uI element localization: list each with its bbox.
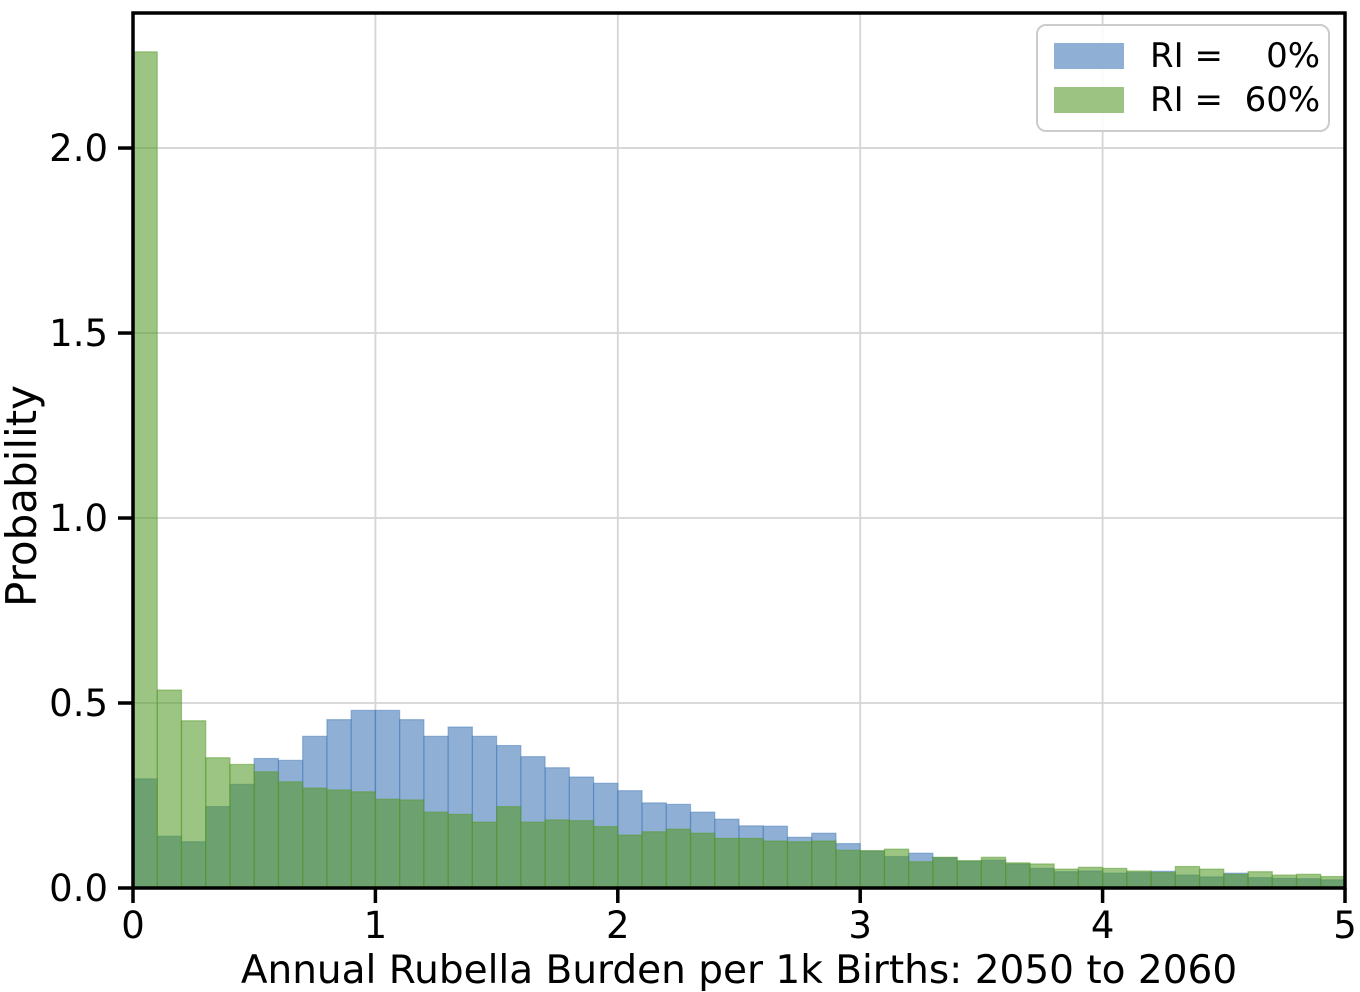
axes: 0 1 2 3 4 5 0.0 0.5 1.0 1.5 2.0 <box>49 11 1357 947</box>
histogram-bar <box>374 798 401 889</box>
histogram-bar <box>956 860 982 889</box>
x-tick-label: 5 <box>1333 904 1357 947</box>
histogram-bar <box>1126 870 1152 889</box>
histogram-bar <box>180 720 207 889</box>
x-tick-label: 1 <box>364 904 388 947</box>
histogram-bar <box>205 757 231 889</box>
histogram-bar <box>1223 873 1249 889</box>
histogram-bars <box>132 51 1346 889</box>
histogram-bar <box>399 799 425 889</box>
histogram-bar <box>1271 874 1298 889</box>
histogram-bar <box>689 832 716 889</box>
histogram-bar <box>835 849 861 889</box>
legend-label-ri60: RI = 60% <box>1150 79 1321 120</box>
histogram-bar <box>762 840 789 889</box>
histogram-bar <box>592 825 619 889</box>
histogram-bar <box>520 821 546 889</box>
histogram-bar <box>423 811 449 889</box>
histogram-bar <box>496 806 522 889</box>
histogram-bar <box>811 840 837 889</box>
histogram-bar <box>883 848 910 889</box>
plot-border <box>131 11 1347 890</box>
histogram-bar <box>1101 867 1128 889</box>
legend-entry-ri60: RI = 60% <box>1054 83 1328 117</box>
x-tick-label: 0 <box>121 904 145 947</box>
histogram-bar <box>156 689 183 889</box>
legend-swatch-ri60-icon <box>1054 86 1124 113</box>
histogram-bar <box>326 789 352 889</box>
histogram-bar <box>253 771 280 889</box>
y-axis-title: Probability <box>0 385 46 607</box>
legend-entry-ri0: RI = 0% <box>1054 39 1328 73</box>
histogram-bar <box>1174 865 1201 889</box>
y-tick-label: 2.0 <box>49 127 108 170</box>
histogram-bar <box>1005 862 1031 889</box>
legend-label-ri0: RI = 0% <box>1150 36 1321 77</box>
histogram-bar <box>1198 868 1225 889</box>
histogram-bar <box>1295 873 1322 889</box>
histogram-bar <box>1029 863 1055 889</box>
histogram-bar <box>859 850 886 889</box>
y-tick-label: 1.0 <box>49 497 108 540</box>
histogram-bar <box>665 828 692 889</box>
x-tick-label: 2 <box>606 904 630 947</box>
x-axis-title: Annual Rubella Burden per 1k Births: 205… <box>241 948 1237 992</box>
histogram-bar <box>132 51 158 889</box>
histogram-bar <box>302 787 328 889</box>
x-tick-label: 3 <box>848 904 872 947</box>
histogram-bar <box>1077 866 1104 889</box>
histogram-bar <box>447 813 473 889</box>
y-tick-label: 0.5 <box>49 682 108 725</box>
y-tick-label: 1.5 <box>49 312 108 355</box>
histogram-bar <box>641 831 667 889</box>
series-ri-60- <box>132 51 1346 889</box>
histogram-bar <box>1247 871 1273 889</box>
y-tick-label: 0.0 <box>49 867 108 910</box>
histogram-bar <box>980 856 1007 889</box>
histogram-bar <box>786 841 813 889</box>
histogram-bar <box>544 819 570 889</box>
legend: RI = 0% RI = 60% <box>1036 24 1330 132</box>
histogram-bar <box>568 820 595 889</box>
histogram-bar <box>932 856 958 889</box>
histogram-bar <box>229 763 255 889</box>
histogram-bar <box>738 837 764 889</box>
x-tick-label: 4 <box>1091 904 1115 947</box>
histogram-bar <box>1150 871 1176 889</box>
histogram-bar <box>350 791 377 889</box>
histogram-bar <box>1053 868 1079 889</box>
histogram-bar <box>471 821 498 889</box>
histogram-bar <box>908 861 934 889</box>
histogram-bar <box>277 781 304 889</box>
histogram-bar <box>617 834 643 889</box>
histogram-bar <box>714 837 740 889</box>
legend-swatch-ri0-icon <box>1054 43 1124 70</box>
